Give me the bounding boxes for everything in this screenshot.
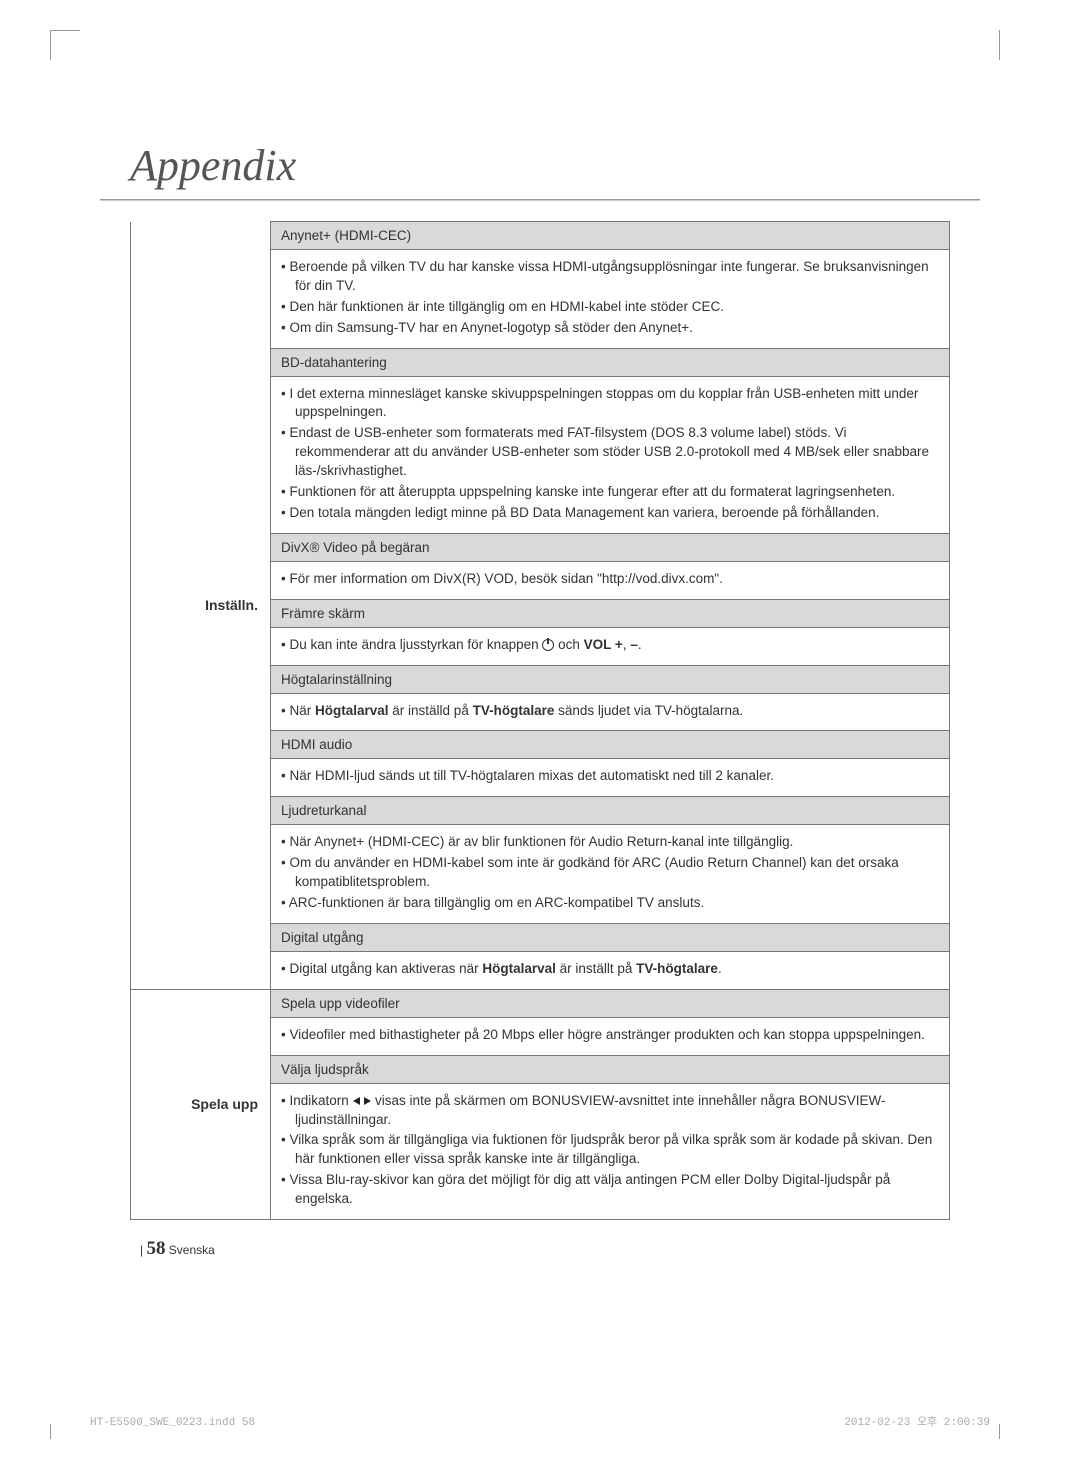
- row-header: HDMI audio: [271, 731, 950, 759]
- list-item: När HDMI-ljud sänds ut till TV-högtalare…: [281, 767, 939, 786]
- crop-mark: [50, 30, 80, 60]
- page-footer: | 58 Svenska: [140, 1238, 1000, 1260]
- list-item: Funktionen för att återuppta uppspelning…: [281, 483, 939, 502]
- page-lang: Svenska: [169, 1243, 215, 1257]
- row-header: BD-datahantering: [271, 348, 950, 376]
- list-item: Beroende på vilken TV du har kanske viss…: [281, 258, 939, 296]
- crop-mark: [985, 30, 1000, 60]
- list-item: Om din Samsung-TV har en Anynet-logotyp …: [281, 319, 939, 338]
- row-body: När Högtalarval är inställd på TV-högtal…: [271, 693, 950, 731]
- row-header: Spela upp videofiler: [271, 989, 950, 1017]
- row-body: I det externa minnesläget kanske skivupp…: [271, 376, 950, 533]
- row-body: Indikatorn visas inte på skärmen om BONU…: [271, 1083, 950, 1219]
- row-header: Välja ljudspråk: [271, 1055, 950, 1083]
- row-header: Digital utgång: [271, 923, 950, 951]
- appendix-table: Inställn.Anynet+ (HDMI-CEC) Beroende på v…: [130, 221, 950, 1220]
- list-item: För mer information om DivX(R) VOD, besö…: [281, 570, 939, 589]
- row-header: Ljudreturkanal: [271, 797, 950, 825]
- list-item: När Anynet+ (HDMI-CEC) är av blir funkti…: [281, 833, 939, 852]
- list-item: Den totala mängden ledigt minne på BD Da…: [281, 504, 939, 523]
- list-item: Vilka språk som är tillgängliga via fukt…: [281, 1131, 939, 1169]
- row-body: När HDMI-ljud sänds ut till TV-högtalare…: [271, 759, 950, 797]
- section-label: Inställn.: [131, 222, 271, 990]
- page-number: 58: [146, 1238, 165, 1259]
- row-body: Du kan inte ändra ljusstyrkan för knappe…: [271, 627, 950, 665]
- arrow-right-icon: [364, 1097, 371, 1105]
- row-body: När Anynet+ (HDMI-CEC) är av blir funkti…: [271, 825, 950, 924]
- row-header: DivX® Video på begäran: [271, 533, 950, 561]
- list-item: Vissa Blu-ray-skivor kan göra det möjlig…: [281, 1171, 939, 1209]
- list-item: Digital utgång kan aktiveras när Högtala…: [281, 960, 939, 979]
- row-body: Videofiler med bithastigheter på 20 Mbps…: [271, 1017, 950, 1055]
- row-header: Högtalarinställning: [271, 665, 950, 693]
- section-label: Spela upp: [131, 989, 271, 1219]
- list-item: I det externa minnesläget kanske skivupp…: [281, 385, 939, 423]
- row-header: Främre skärm: [271, 599, 950, 627]
- list-item: ARC-funktionen är bara tillgänglig om en…: [281, 894, 939, 913]
- row-body: För mer information om DivX(R) VOD, besö…: [271, 561, 950, 599]
- list-item: När Högtalarval är inställd på TV-högtal…: [281, 702, 939, 721]
- list-item: Indikatorn visas inte på skärmen om BONU…: [281, 1092, 939, 1130]
- list-item: Om du använder en HDMI-kabel som inte är…: [281, 854, 939, 892]
- power-icon: [542, 639, 554, 651]
- arrow-left-icon: [353, 1097, 360, 1105]
- row-body: Beroende på vilken TV du har kanske viss…: [271, 250, 950, 349]
- page-title: Appendix: [130, 140, 1000, 191]
- crop-mark: [50, 1424, 80, 1439]
- row-header: Anynet+ (HDMI-CEC): [271, 222, 950, 250]
- footer-date: 2012-02-23 오후 2:00:39: [844, 1413, 990, 1429]
- list-item: Den här funktionen är inte tillgänglig o…: [281, 298, 939, 317]
- title-underline: [100, 199, 980, 201]
- list-item: Du kan inte ändra ljusstyrkan för knappe…: [281, 636, 939, 655]
- list-item: Endast de USB-enheter som formaterats me…: [281, 424, 939, 481]
- footer-filename: HT-E5500_SWE_0223.indd 58: [90, 1417, 255, 1429]
- list-item: Videofiler med bithastigheter på 20 Mbps…: [281, 1026, 939, 1045]
- row-body: Digital utgång kan aktiveras när Högtala…: [271, 951, 950, 989]
